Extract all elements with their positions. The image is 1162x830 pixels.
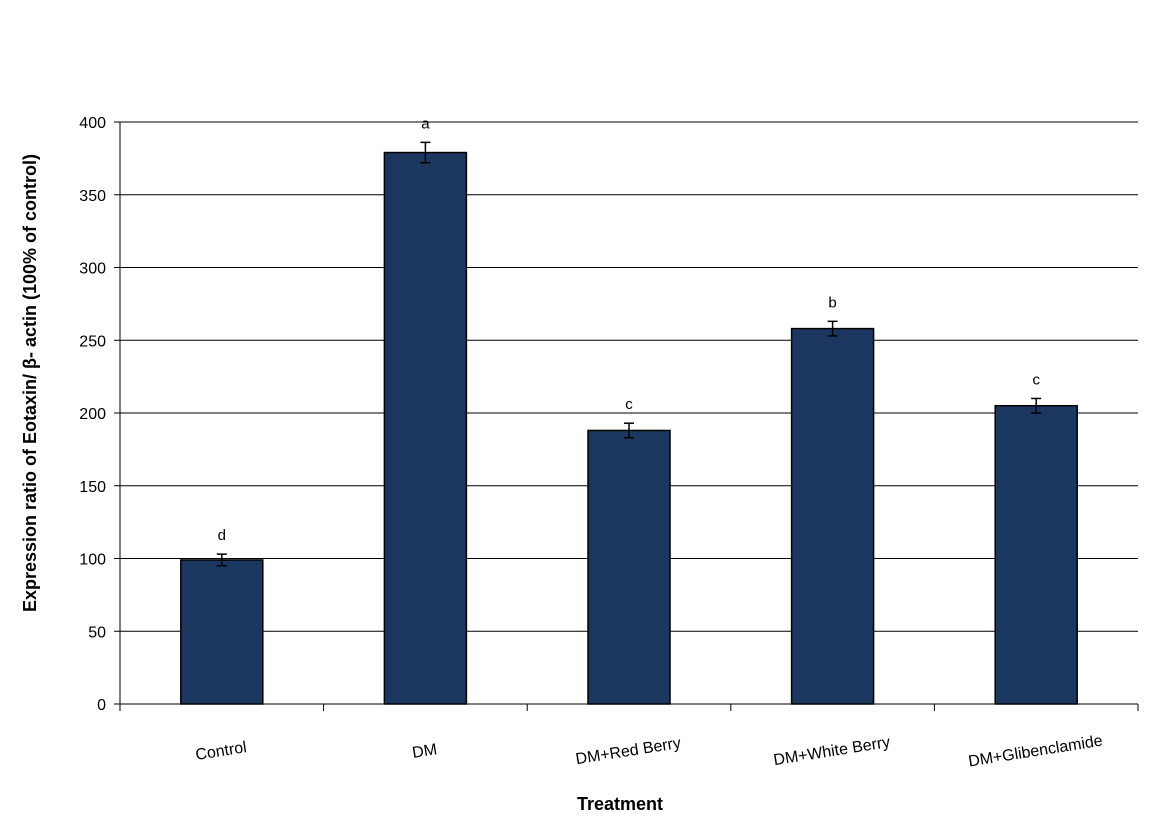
category-label: Control xyxy=(194,739,248,764)
bars xyxy=(180,141,1078,705)
y-tick-label: 350 xyxy=(79,188,106,205)
y-tick-label: 100 xyxy=(79,552,106,569)
bar xyxy=(790,327,875,705)
category-label: DM+Glibenclamide xyxy=(967,733,1104,771)
y-tick-label: 200 xyxy=(79,406,106,423)
bar xyxy=(994,404,1078,705)
significance-label: c xyxy=(625,396,633,413)
y-tick-label: 50 xyxy=(88,624,106,641)
y-tick-label: 150 xyxy=(79,479,106,496)
y-axis-title: Expression ratio of Eotaxin/ β- actin (1… xyxy=(20,154,40,612)
category-label: DM xyxy=(411,741,438,762)
x-axis-title: Treatment xyxy=(577,794,663,814)
bar xyxy=(383,151,468,705)
y-tick-label: 0 xyxy=(97,697,106,714)
bar xyxy=(587,429,671,705)
category-label: DM+White Berry xyxy=(772,734,891,769)
y-tick-label: 300 xyxy=(79,261,106,278)
significance-label: c xyxy=(1032,371,1040,388)
category-label: DM+Red Berry xyxy=(574,735,682,768)
bar xyxy=(180,559,264,705)
significance-label: d xyxy=(218,527,226,544)
y-tick-label: 400 xyxy=(79,115,106,132)
significance-label: a xyxy=(421,115,430,132)
y-tick-label: 250 xyxy=(79,333,106,350)
significance-label: b xyxy=(828,294,836,311)
